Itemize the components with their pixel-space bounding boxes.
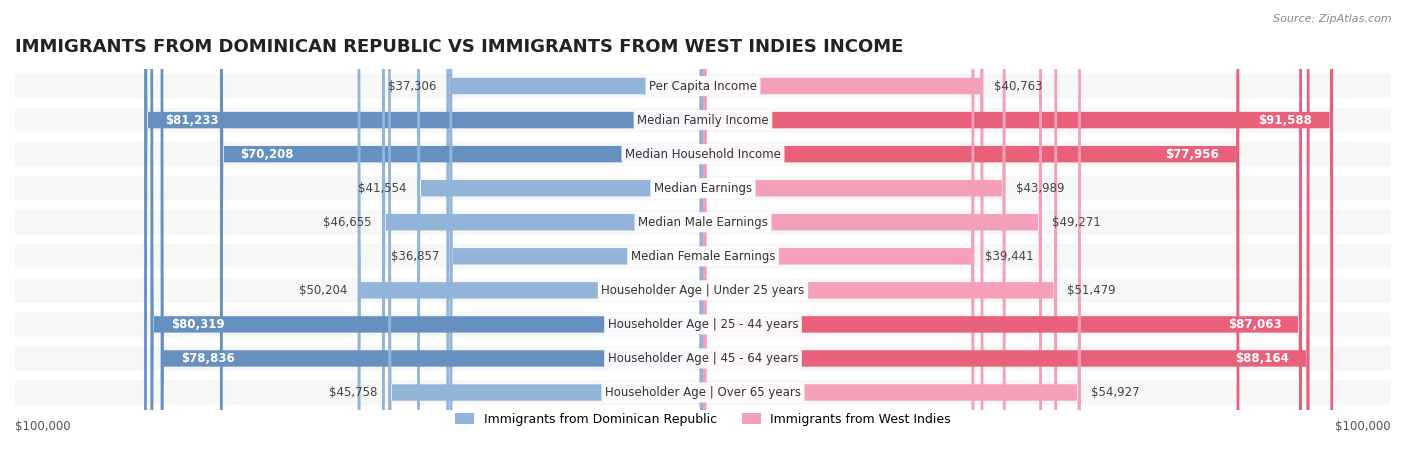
FancyBboxPatch shape (15, 244, 1391, 269)
FancyBboxPatch shape (15, 380, 1391, 405)
FancyBboxPatch shape (15, 176, 1391, 200)
Text: $77,956: $77,956 (1166, 148, 1219, 161)
FancyBboxPatch shape (145, 0, 703, 467)
Text: $54,927: $54,927 (1091, 386, 1140, 399)
FancyBboxPatch shape (15, 278, 1391, 303)
Text: $91,588: $91,588 (1258, 113, 1312, 127)
Text: IMMIGRANTS FROM DOMINICAN REPUBLIC VS IMMIGRANTS FROM WEST INDIES INCOME: IMMIGRANTS FROM DOMINICAN REPUBLIC VS IM… (15, 38, 904, 57)
FancyBboxPatch shape (150, 0, 703, 467)
Text: Householder Age | Over 65 years: Householder Age | Over 65 years (605, 386, 801, 399)
Text: Median Household Income: Median Household Income (626, 148, 780, 161)
FancyBboxPatch shape (450, 0, 703, 467)
Text: Householder Age | Under 25 years: Householder Age | Under 25 years (602, 284, 804, 297)
Text: $100,000: $100,000 (1336, 420, 1391, 433)
Text: $45,758: $45,758 (329, 386, 378, 399)
FancyBboxPatch shape (15, 346, 1391, 371)
Text: $81,233: $81,233 (165, 113, 218, 127)
Text: $49,271: $49,271 (1052, 216, 1101, 229)
Legend: Immigrants from Dominican Republic, Immigrants from West Indies: Immigrants from Dominican Republic, Immi… (450, 408, 956, 431)
FancyBboxPatch shape (382, 0, 703, 467)
FancyBboxPatch shape (388, 0, 703, 467)
FancyBboxPatch shape (703, 0, 1042, 467)
Text: Per Capita Income: Per Capita Income (650, 79, 756, 92)
Text: Householder Age | 45 - 64 years: Householder Age | 45 - 64 years (607, 352, 799, 365)
FancyBboxPatch shape (15, 74, 1391, 98)
Text: $43,989: $43,989 (1017, 182, 1064, 195)
FancyBboxPatch shape (15, 312, 1391, 337)
Text: Median Male Earnings: Median Male Earnings (638, 216, 768, 229)
Text: $50,204: $50,204 (299, 284, 347, 297)
Text: Median Earnings: Median Earnings (654, 182, 752, 195)
FancyBboxPatch shape (703, 0, 983, 467)
Text: $39,441: $39,441 (984, 250, 1033, 263)
Text: $41,554: $41,554 (359, 182, 406, 195)
Text: Median Female Earnings: Median Female Earnings (631, 250, 775, 263)
FancyBboxPatch shape (219, 0, 703, 467)
Text: $51,479: $51,479 (1067, 284, 1116, 297)
FancyBboxPatch shape (446, 0, 703, 467)
Text: Householder Age | 25 - 44 years: Householder Age | 25 - 44 years (607, 318, 799, 331)
Text: $70,208: $70,208 (240, 148, 294, 161)
FancyBboxPatch shape (418, 0, 703, 467)
FancyBboxPatch shape (357, 0, 703, 467)
Text: $78,836: $78,836 (181, 352, 235, 365)
FancyBboxPatch shape (703, 0, 1081, 467)
Text: $88,164: $88,164 (1234, 352, 1289, 365)
FancyBboxPatch shape (703, 0, 1239, 467)
FancyBboxPatch shape (15, 142, 1391, 166)
FancyBboxPatch shape (703, 0, 974, 467)
FancyBboxPatch shape (703, 0, 1309, 467)
FancyBboxPatch shape (703, 0, 1333, 467)
Text: $40,763: $40,763 (994, 79, 1042, 92)
Text: $80,319: $80,319 (172, 318, 225, 331)
FancyBboxPatch shape (703, 0, 1057, 467)
FancyBboxPatch shape (703, 0, 1005, 467)
FancyBboxPatch shape (15, 108, 1391, 132)
Text: $87,063: $87,063 (1227, 318, 1281, 331)
Text: Source: ZipAtlas.com: Source: ZipAtlas.com (1274, 14, 1392, 24)
Text: $37,306: $37,306 (388, 79, 436, 92)
FancyBboxPatch shape (703, 0, 1302, 467)
Text: $46,655: $46,655 (323, 216, 371, 229)
FancyBboxPatch shape (160, 0, 703, 467)
FancyBboxPatch shape (15, 210, 1391, 234)
Text: Median Family Income: Median Family Income (637, 113, 769, 127)
Text: $36,857: $36,857 (391, 250, 439, 263)
Text: $100,000: $100,000 (15, 420, 70, 433)
